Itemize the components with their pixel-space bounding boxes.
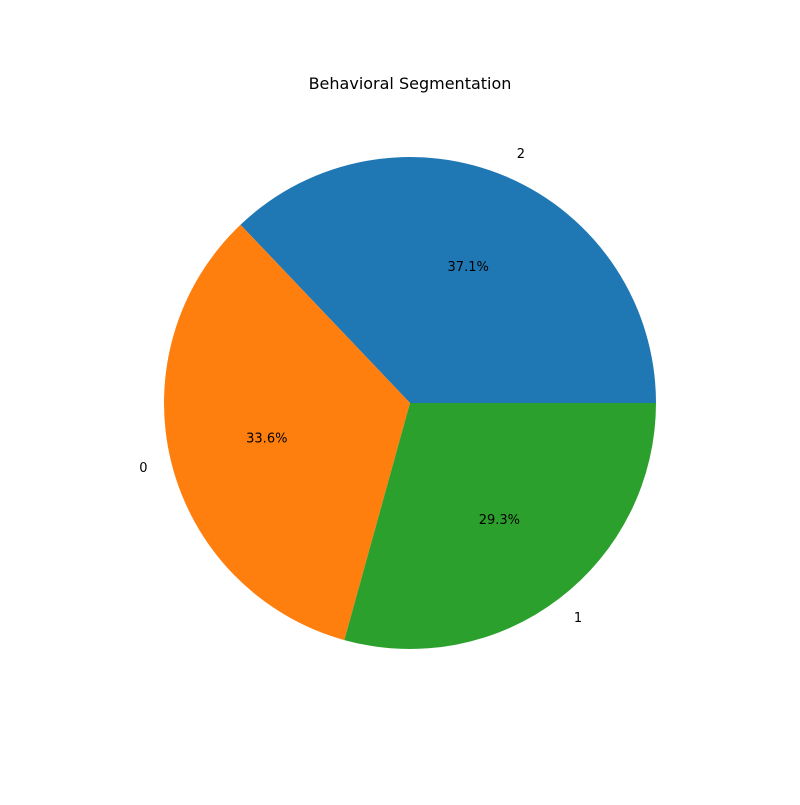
slice-category-label: 1 [574,611,582,626]
slice-category-label: 0 [139,461,147,476]
pie-slice-1 [344,403,656,649]
pie-slices [163,157,656,649]
chart-title: Behavioral Segmentation [309,74,512,93]
slice-percent-label: 29.3% [479,513,520,528]
pie-slice-0 [163,224,410,641]
pie-labels: 2 37.1% 0 33.6% 1 29.3% [139,147,582,626]
slice-percent-label: 37.1% [448,260,489,275]
slice-percent-label: 33.6% [246,431,287,446]
slice-category-label: 2 [517,147,525,162]
pie-slice-2 [240,157,656,403]
